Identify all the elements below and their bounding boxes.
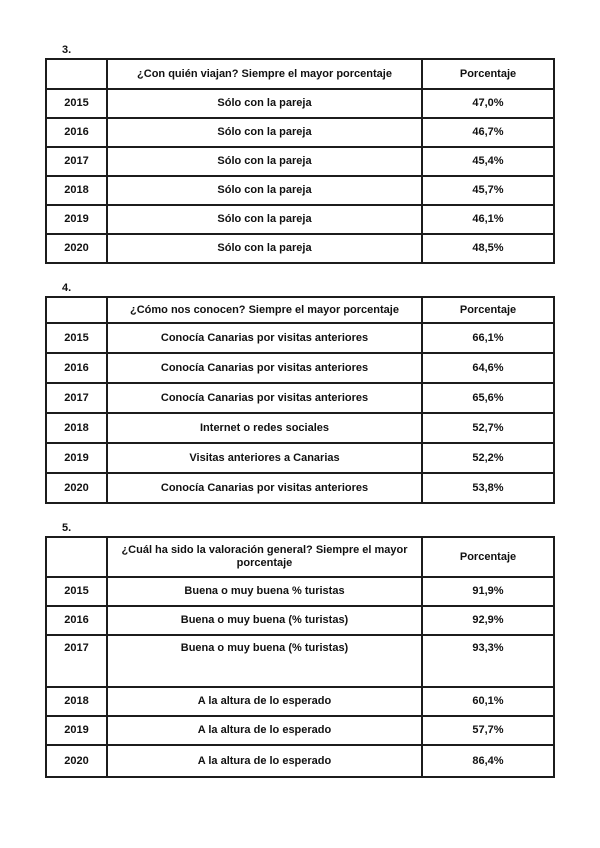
table-row: 2016 Buena o muy buena (% turistas) 92,9… (45, 605, 555, 636)
year-cell: 2018 (45, 175, 108, 206)
value-cell: 48,5% (421, 233, 555, 264)
answer-cell: A la altura de lo esperado (106, 744, 423, 778)
year-cell: 2017 (45, 382, 108, 414)
empty-header-cell (45, 58, 108, 90)
answer-cell: Sólo con la pareja (106, 204, 423, 235)
question-header-cell: ¿Con quién viajan? Siempre el mayor porc… (106, 58, 423, 90)
table-row: 2015 Conocía Canarias por visitas anteri… (45, 322, 555, 354)
answer-cell: Sólo con la pareja (106, 88, 423, 119)
table-header-row: ¿Cuál ha sido la valoración general? Sie… (45, 536, 555, 578)
answer-cell: A la altura de lo esperado (106, 715, 423, 746)
table-row: 2018 A la altura de lo esperado 60,1% (45, 686, 555, 717)
table-row: 2020 Conocía Canarias por visitas anteri… (45, 472, 555, 504)
table-block-3: 3. ¿Con quién viajan? Siempre el mayor p… (45, 0, 555, 264)
table-number-3: 3. (62, 44, 72, 56)
answer-cell: Internet o redes sociales (106, 412, 423, 444)
question-header-cell: ¿Cómo nos conocen? Siempre el mayor porc… (106, 296, 423, 324)
porcentaje-header-cell: Porcentaje (421, 296, 555, 324)
table-row: 2020 Sólo con la pareja 48,5% (45, 233, 555, 264)
table-row: 2018 Internet o redes sociales 52,7% (45, 412, 555, 444)
table-row: 2019 A la altura de lo esperado 57,7% (45, 715, 555, 746)
year-cell: 2019 (45, 715, 108, 746)
year-cell: 2017 (45, 634, 108, 688)
table-con-quien-viajan: ¿Con quién viajan? Siempre el mayor porc… (45, 58, 555, 264)
answer-cell: Sólo con la pareja (106, 117, 423, 148)
table-row: 2015 Buena o muy buena % turistas 91,9% (45, 576, 555, 607)
year-cell: 2018 (45, 412, 108, 444)
table-row: 2018 Sólo con la pareja 45,7% (45, 175, 555, 206)
table-row: 2017 Conocía Canarias por visitas anteri… (45, 382, 555, 414)
answer-cell: Buena o muy buena (% turistas) (106, 605, 423, 636)
value-cell: 92,9% (421, 605, 555, 636)
year-cell: 2015 (45, 322, 108, 354)
value-cell: 45,7% (421, 175, 555, 206)
table-row: 2016 Conocía Canarias por visitas anteri… (45, 352, 555, 384)
answer-cell: Conocía Canarias por visitas anteriores (106, 322, 423, 354)
year-cell: 2018 (45, 686, 108, 717)
answer-cell: Conocía Canarias por visitas anteriores (106, 382, 423, 414)
answer-cell: Buena o muy buena (% turistas) (106, 634, 423, 688)
table-number-5: 5. (62, 522, 72, 534)
table-header-row: ¿Con quién viajan? Siempre el mayor porc… (45, 58, 555, 90)
answer-cell: Sólo con la pareja (106, 175, 423, 206)
answer-cell: Conocía Canarias por visitas anteriores (106, 352, 423, 384)
table-row: 2017 Buena o muy buena (% turistas) 93,3… (45, 634, 555, 688)
year-cell: 2016 (45, 605, 108, 636)
table-row: 2017 Sólo con la pareja 45,4% (45, 146, 555, 177)
empty-header-cell (45, 296, 108, 324)
value-cell: 64,6% (421, 352, 555, 384)
table-header-row: ¿Cómo nos conocen? Siempre el mayor porc… (45, 296, 555, 324)
answer-cell: A la altura de lo esperado (106, 686, 423, 717)
year-cell: 2020 (45, 233, 108, 264)
value-cell: 66,1% (421, 322, 555, 354)
value-cell: 86,4% (421, 744, 555, 778)
answer-cell: Conocía Canarias por visitas anteriores (106, 472, 423, 504)
table-row: 2015 Sólo con la pareja 47,0% (45, 88, 555, 119)
year-cell: 2019 (45, 442, 108, 474)
year-cell: 2015 (45, 576, 108, 607)
value-cell: 91,9% (421, 576, 555, 607)
table-row: 2020 A la altura de lo esperado 86,4% (45, 744, 555, 778)
table-number-4: 4. (62, 282, 72, 294)
porcentaje-header-cell: Porcentaje (421, 58, 555, 90)
year-cell: 2015 (45, 88, 108, 119)
value-cell: 60,1% (421, 686, 555, 717)
value-cell: 52,2% (421, 442, 555, 474)
table-row: 2019 Visitas anteriores a Canarias 52,2% (45, 442, 555, 474)
value-cell: 65,6% (421, 382, 555, 414)
year-cell: 2016 (45, 352, 108, 384)
value-cell: 47,0% (421, 88, 555, 119)
year-cell: 2020 (45, 744, 108, 778)
value-cell: 93,3% (421, 634, 555, 688)
table-row: 2019 Sólo con la pareja 46,1% (45, 204, 555, 235)
table-block-5: 5. ¿Cuál ha sido la valoración general? … (45, 522, 555, 778)
porcentaje-header-cell: Porcentaje (421, 536, 555, 578)
table-valoracion-general: ¿Cuál ha sido la valoración general? Sie… (45, 536, 555, 778)
question-header-cell: ¿Cuál ha sido la valoración general? Sie… (106, 536, 423, 578)
answer-cell: Sólo con la pareja (106, 146, 423, 177)
value-cell: 45,4% (421, 146, 555, 177)
value-cell: 52,7% (421, 412, 555, 444)
table-row: 2016 Sólo con la pareja 46,7% (45, 117, 555, 148)
answer-cell: Buena o muy buena % turistas (106, 576, 423, 607)
answer-cell: Sólo con la pareja (106, 233, 423, 264)
table-block-4: 4. ¿Cómo nos conocen? Siempre el mayor p… (45, 282, 555, 504)
value-cell: 57,7% (421, 715, 555, 746)
value-cell: 46,1% (421, 204, 555, 235)
answer-cell: Visitas anteriores a Canarias (106, 442, 423, 474)
table-como-nos-conocen: ¿Cómo nos conocen? Siempre el mayor porc… (45, 296, 555, 504)
value-cell: 46,7% (421, 117, 555, 148)
year-cell: 2017 (45, 146, 108, 177)
year-cell: 2019 (45, 204, 108, 235)
value-cell: 53,8% (421, 472, 555, 504)
empty-header-cell (45, 536, 108, 578)
year-cell: 2020 (45, 472, 108, 504)
year-cell: 2016 (45, 117, 108, 148)
